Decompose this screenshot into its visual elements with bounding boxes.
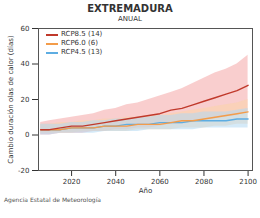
svg-text:2020: 2020 [63, 178, 81, 186]
svg-text:0: 0 [25, 131, 29, 139]
svg-text:2080: 2080 [195, 178, 213, 186]
html-text:Agencia Estatal de Meteorologí: Agencia Estatal de Meteorología [4, 196, 101, 203]
svg-text:60: 60 [21, 25, 30, 33]
html-text:ANUAL: ANUAL [118, 15, 142, 23]
html-text:RCP8.5 (14): RCP8.5 (14) [61, 30, 103, 38]
svg-text:20: 20 [21, 96, 30, 104]
html-text:RCP6.0 (6): RCP6.0 (6) [61, 39, 98, 47]
svg-text:-20: -20 [18, 167, 29, 175]
html-text:RCP4.5 (13): RCP4.5 (13) [61, 48, 103, 56]
svg-text:40: 40 [21, 60, 30, 68]
html-text:EXTREMADURA: EXTREMADURA [87, 3, 173, 14]
svg-text:Año: Año [139, 187, 153, 195]
svg-text:2100: 2100 [239, 178, 257, 186]
svg-text:2040: 2040 [107, 178, 125, 186]
svg-text:Cambio duración olas de calor: Cambio duración olas de calor (días) [7, 35, 15, 164]
svg-text:2060: 2060 [151, 178, 169, 186]
